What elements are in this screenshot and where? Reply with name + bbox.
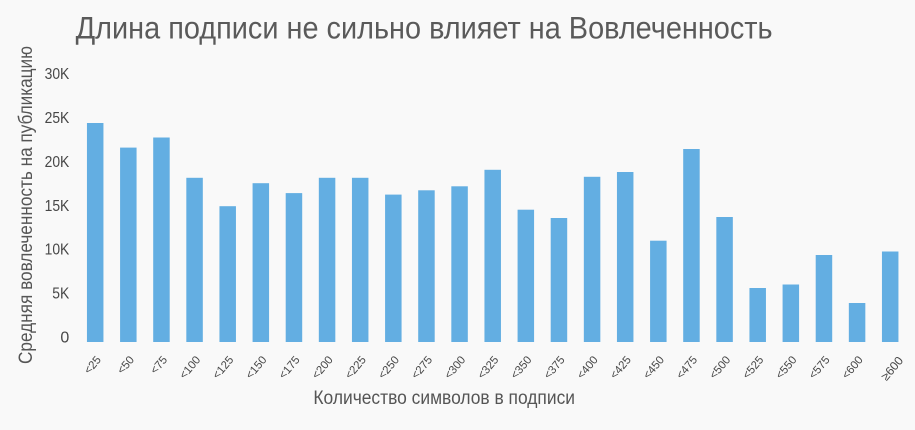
svg-text:<75: <75	[149, 354, 171, 377]
svg-text:<500: <500	[708, 354, 734, 381]
svg-text:Длина подписи не сильно влияет: Длина подписи не сильно влияет на Вовлеч…	[76, 9, 773, 45]
svg-text:<225: <225	[343, 354, 369, 381]
svg-text:Средняя вовлеченность на публи: Средняя вовлеченность на публикацию	[16, 46, 37, 364]
svg-text:Количество символов в подписи: Количество символов в подписи	[313, 387, 575, 409]
svg-text:<350: <350	[509, 354, 535, 381]
svg-text:<275: <275	[409, 354, 435, 381]
svg-text:<100: <100	[178, 354, 204, 381]
svg-text:0: 0	[60, 330, 69, 347]
svg-text:≥600: ≥600	[878, 354, 906, 384]
svg-text:<475: <475	[674, 354, 700, 381]
svg-text:<200: <200	[310, 354, 336, 381]
svg-text:<175: <175	[277, 354, 303, 381]
svg-text:<25: <25	[82, 354, 104, 377]
svg-text:<300: <300	[443, 354, 469, 381]
svg-text:<250: <250	[376, 354, 402, 381]
svg-text:10K: 10K	[45, 242, 70, 259]
svg-text:<400: <400	[575, 354, 601, 381]
svg-text:<550: <550	[774, 354, 800, 381]
svg-text:15K: 15K	[45, 198, 70, 215]
svg-text:<450: <450	[641, 354, 667, 381]
svg-text:<525: <525	[741, 354, 767, 381]
svg-text:<425: <425	[608, 354, 634, 381]
svg-text:<150: <150	[244, 354, 270, 381]
svg-text:<325: <325	[476, 354, 502, 381]
svg-text:<50: <50	[115, 354, 137, 377]
svg-text:<375: <375	[542, 354, 568, 381]
svg-text:25K: 25K	[45, 110, 70, 127]
svg-text:5K: 5K	[52, 286, 69, 303]
svg-text:<600: <600	[840, 354, 866, 381]
svg-text:20K: 20K	[45, 154, 70, 171]
svg-text:<125: <125	[211, 354, 237, 381]
svg-text:<575: <575	[807, 354, 833, 381]
svg-text:30K: 30K	[45, 66, 70, 83]
